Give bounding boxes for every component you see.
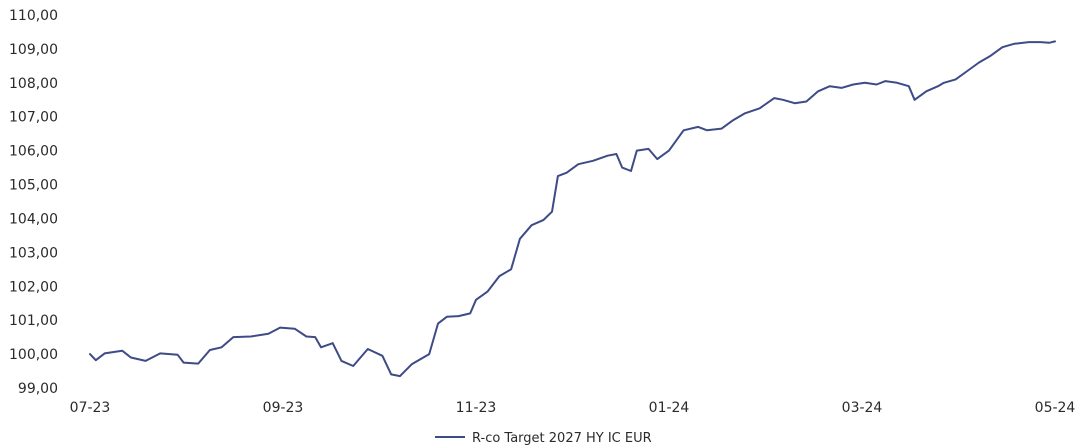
y-tick-label: 104,00 (9, 211, 58, 227)
x-tick-label: 03-24 (842, 400, 883, 416)
y-tick-label: 109,00 (9, 42, 58, 58)
y-tick-label: 100,00 (9, 347, 58, 363)
x-axis: 07-23 09-23 11-23 01-24 03-24 05-24 (70, 400, 1075, 416)
y-tick-label: 103,00 (9, 245, 58, 261)
x-tick-label: 05-24 (1035, 400, 1075, 416)
y-tick-label: 101,00 (9, 313, 58, 329)
y-tick-label: 105,00 (9, 178, 58, 194)
plot-area (89, 40, 1056, 378)
y-tick-label: 110,00 (9, 8, 58, 24)
y-tick-label: 106,00 (9, 144, 58, 160)
y-tick-label: 102,00 (9, 279, 58, 295)
y-tick-label: 108,00 (9, 76, 58, 92)
legend: R-co Target 2027 HY IC EUR (435, 431, 652, 445)
x-tick-label: 07-23 (70, 400, 111, 416)
series-line (89, 40, 1056, 378)
x-tick-label: 09-23 (263, 400, 304, 416)
y-tick-label: 99,00 (18, 381, 58, 397)
x-tick-label: 11-23 (456, 400, 497, 416)
y-tick-label: 107,00 (9, 110, 58, 126)
x-tick-label: 01-24 (649, 400, 690, 416)
legend-label: R-co Target 2027 HY IC EUR (472, 431, 652, 445)
y-axis: 99,00 100,00 101,00 102,00 103,00 104,00 105,0… (9, 8, 58, 397)
